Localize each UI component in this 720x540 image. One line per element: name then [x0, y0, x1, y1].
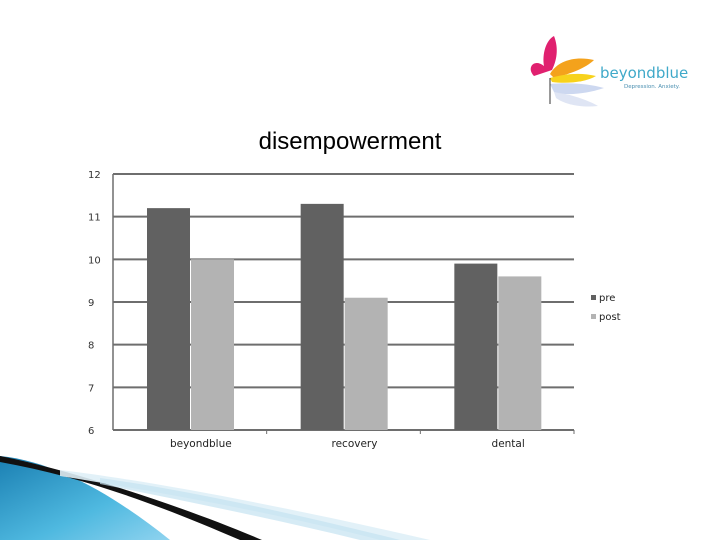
axis-labels: 12 11 10 9 8 7 6 beyondblue recovery dental [88, 170, 525, 450]
y-tick-label: 12 [88, 170, 101, 181]
butterfly-icon [530, 36, 604, 107]
x-category-label: recovery [332, 438, 378, 450]
legend-label-post: post [599, 312, 621, 323]
bar-post-recovery [344, 297, 388, 430]
y-tick-label: 9 [88, 298, 94, 309]
y-tick-label: 11 [88, 213, 101, 224]
y-tick-label: 6 [88, 426, 94, 437]
y-tick-label: 10 [88, 255, 101, 266]
y-tick-label: 7 [88, 383, 94, 394]
beyondblue-logo: beyondblue Depression. Anxiety. [520, 30, 690, 112]
legend-swatch-pre [591, 295, 596, 300]
bar-pre-dental [454, 263, 498, 430]
legend-label-pre: pre [599, 293, 615, 304]
bar-pre-recovery [300, 203, 344, 430]
bars [147, 203, 542, 430]
x-category-label: dental [492, 438, 525, 450]
x-category-label: beyondblue [170, 438, 232, 450]
chart-title: disempowerment [258, 128, 442, 155]
brand-tagline: Depression. Anxiety. [624, 84, 681, 90]
bar-post-beyondblue [191, 259, 234, 430]
legend-swatch-post [591, 314, 596, 319]
y-tick-label: 8 [88, 341, 94, 352]
bar-pre-beyondblue [147, 208, 190, 430]
legend: pre post [591, 293, 621, 323]
brand-name: beyondblue [600, 64, 689, 82]
bar-post-dental [498, 276, 542, 430]
